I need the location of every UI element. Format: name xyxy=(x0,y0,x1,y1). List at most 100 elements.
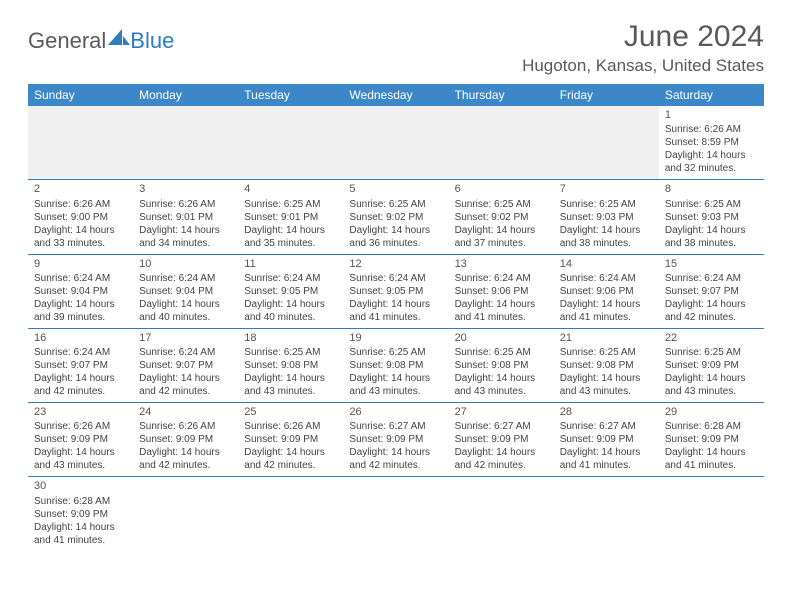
sunset-line: Sunset: 9:03 PM xyxy=(560,211,653,224)
sunrise-line: Sunrise: 6:25 AM xyxy=(244,198,337,211)
sunrise-line: Sunrise: 6:26 AM xyxy=(244,420,337,433)
daylight-line-1: Daylight: 14 hours xyxy=(34,446,127,459)
day-number: 13 xyxy=(455,257,548,271)
day-cell-11: 11Sunrise: 6:24 AMSunset: 9:05 PMDayligh… xyxy=(238,255,343,328)
empty-cell xyxy=(659,477,764,550)
day-number: 9 xyxy=(34,257,127,271)
sunset-line: Sunset: 9:09 PM xyxy=(34,433,127,446)
sunrise-line: Sunrise: 6:25 AM xyxy=(349,346,442,359)
sunset-line: Sunset: 9:08 PM xyxy=(560,359,653,372)
sunrise-line: Sunrise: 6:26 AM xyxy=(34,420,127,433)
daylight-line-2: and 32 minutes. xyxy=(665,162,758,175)
daylight-line-1: Daylight: 14 hours xyxy=(560,446,653,459)
empty-cell xyxy=(28,106,133,179)
day-cell-18: 18Sunrise: 6:25 AMSunset: 9:08 PMDayligh… xyxy=(238,329,343,402)
daylight-line-2: and 41 minutes. xyxy=(560,311,653,324)
daylight-line-2: and 38 minutes. xyxy=(665,237,758,250)
day-number: 6 xyxy=(455,182,548,196)
empty-cell xyxy=(133,477,238,550)
sunrise-line: Sunrise: 6:24 AM xyxy=(455,272,548,285)
sunrise-line: Sunrise: 6:24 AM xyxy=(349,272,442,285)
weekday-saturday: Saturday xyxy=(659,84,764,106)
day-cell-8: 8Sunrise: 6:25 AMSunset: 9:03 PMDaylight… xyxy=(659,180,764,253)
daylight-line-1: Daylight: 14 hours xyxy=(349,446,442,459)
sunset-line: Sunset: 9:09 PM xyxy=(349,433,442,446)
sunrise-line: Sunrise: 6:25 AM xyxy=(455,198,548,211)
sunset-line: Sunset: 9:09 PM xyxy=(665,359,758,372)
day-cell-2: 2Sunrise: 6:26 AMSunset: 9:00 PMDaylight… xyxy=(28,180,133,253)
sunset-line: Sunset: 9:05 PM xyxy=(244,285,337,298)
day-cell-10: 10Sunrise: 6:24 AMSunset: 9:04 PMDayligh… xyxy=(133,255,238,328)
weekday-sunday: Sunday xyxy=(28,84,133,106)
sunrise-line: Sunrise: 6:24 AM xyxy=(139,346,232,359)
day-number: 23 xyxy=(34,405,127,419)
sunrise-line: Sunrise: 6:26 AM xyxy=(665,123,758,136)
sunset-line: Sunset: 9:00 PM xyxy=(34,211,127,224)
day-cell-23: 23Sunrise: 6:26 AMSunset: 9:09 PMDayligh… xyxy=(28,403,133,476)
weekday-monday: Monday xyxy=(133,84,238,106)
day-number: 8 xyxy=(665,182,758,196)
sunrise-line: Sunrise: 6:27 AM xyxy=(349,420,442,433)
empty-cell xyxy=(133,106,238,179)
sunset-line: Sunset: 9:07 PM xyxy=(34,359,127,372)
sunset-line: Sunset: 9:08 PM xyxy=(455,359,548,372)
sunrise-line: Sunrise: 6:25 AM xyxy=(665,346,758,359)
day-cell-9: 9Sunrise: 6:24 AMSunset: 9:04 PMDaylight… xyxy=(28,255,133,328)
day-number: 30 xyxy=(34,479,127,493)
daylight-line-1: Daylight: 14 hours xyxy=(139,446,232,459)
sunset-line: Sunset: 9:09 PM xyxy=(455,433,548,446)
daylight-line-2: and 38 minutes. xyxy=(560,237,653,250)
daylight-line-1: Daylight: 14 hours xyxy=(665,149,758,162)
daylight-line-2: and 43 minutes. xyxy=(349,385,442,398)
day-cell-16: 16Sunrise: 6:24 AMSunset: 9:07 PMDayligh… xyxy=(28,329,133,402)
day-cell-30: 30Sunrise: 6:28 AMSunset: 9:09 PMDayligh… xyxy=(28,477,133,550)
daylight-line-2: and 36 minutes. xyxy=(349,237,442,250)
day-cell-27: 27Sunrise: 6:27 AMSunset: 9:09 PMDayligh… xyxy=(449,403,554,476)
day-cell-25: 25Sunrise: 6:26 AMSunset: 9:09 PMDayligh… xyxy=(238,403,343,476)
empty-cell xyxy=(238,106,343,179)
daylight-line-2: and 42 minutes. xyxy=(139,459,232,472)
sunset-line: Sunset: 9:07 PM xyxy=(139,359,232,372)
day-cell-5: 5Sunrise: 6:25 AMSunset: 9:02 PMDaylight… xyxy=(343,180,448,253)
sunset-line: Sunset: 9:04 PM xyxy=(34,285,127,298)
day-cell-12: 12Sunrise: 6:24 AMSunset: 9:05 PMDayligh… xyxy=(343,255,448,328)
daylight-line-2: and 42 minutes. xyxy=(455,459,548,472)
day-cell-28: 28Sunrise: 6:27 AMSunset: 9:09 PMDayligh… xyxy=(554,403,659,476)
day-number: 15 xyxy=(665,257,758,271)
weekday-thursday: Thursday xyxy=(449,84,554,106)
day-number: 28 xyxy=(560,405,653,419)
title-block: June 2024 Hugoton, Kansas, United States xyxy=(522,20,764,76)
day-number: 11 xyxy=(244,257,337,271)
daylight-line-1: Daylight: 14 hours xyxy=(455,372,548,385)
daylight-line-1: Daylight: 14 hours xyxy=(349,372,442,385)
sunrise-line: Sunrise: 6:24 AM xyxy=(139,272,232,285)
sunrise-line: Sunrise: 6:26 AM xyxy=(139,198,232,211)
sunrise-line: Sunrise: 6:25 AM xyxy=(560,198,653,211)
day-cell-19: 19Sunrise: 6:25 AMSunset: 9:08 PMDayligh… xyxy=(343,329,448,402)
day-number: 29 xyxy=(665,405,758,419)
daylight-line-2: and 41 minutes. xyxy=(349,311,442,324)
day-cell-7: 7Sunrise: 6:25 AMSunset: 9:03 PMDaylight… xyxy=(554,180,659,253)
logo-text-2: Blue xyxy=(130,28,174,54)
daylight-line-1: Daylight: 14 hours xyxy=(34,224,127,237)
day-number: 14 xyxy=(560,257,653,271)
sunset-line: Sunset: 9:09 PM xyxy=(560,433,653,446)
daylight-line-1: Daylight: 14 hours xyxy=(455,446,548,459)
sunset-line: Sunset: 9:06 PM xyxy=(455,285,548,298)
sunrise-line: Sunrise: 6:27 AM xyxy=(455,420,548,433)
daylight-line-1: Daylight: 14 hours xyxy=(560,224,653,237)
sunset-line: Sunset: 9:09 PM xyxy=(665,433,758,446)
daylight-line-1: Daylight: 14 hours xyxy=(560,298,653,311)
sunset-line: Sunset: 9:04 PM xyxy=(139,285,232,298)
weekday-header-row: SundayMondayTuesdayWednesdayThursdayFrid… xyxy=(28,84,764,106)
sunrise-line: Sunrise: 6:28 AM xyxy=(665,420,758,433)
daylight-line-2: and 39 minutes. xyxy=(34,311,127,324)
daylight-line-1: Daylight: 14 hours xyxy=(244,372,337,385)
day-number: 2 xyxy=(34,182,127,196)
day-number: 17 xyxy=(139,331,232,345)
sunset-line: Sunset: 9:08 PM xyxy=(244,359,337,372)
sunset-line: Sunset: 9:03 PM xyxy=(665,211,758,224)
daylight-line-2: and 42 minutes. xyxy=(244,459,337,472)
sunrise-line: Sunrise: 6:27 AM xyxy=(560,420,653,433)
week-row-6: 30Sunrise: 6:28 AMSunset: 9:09 PMDayligh… xyxy=(28,477,764,550)
